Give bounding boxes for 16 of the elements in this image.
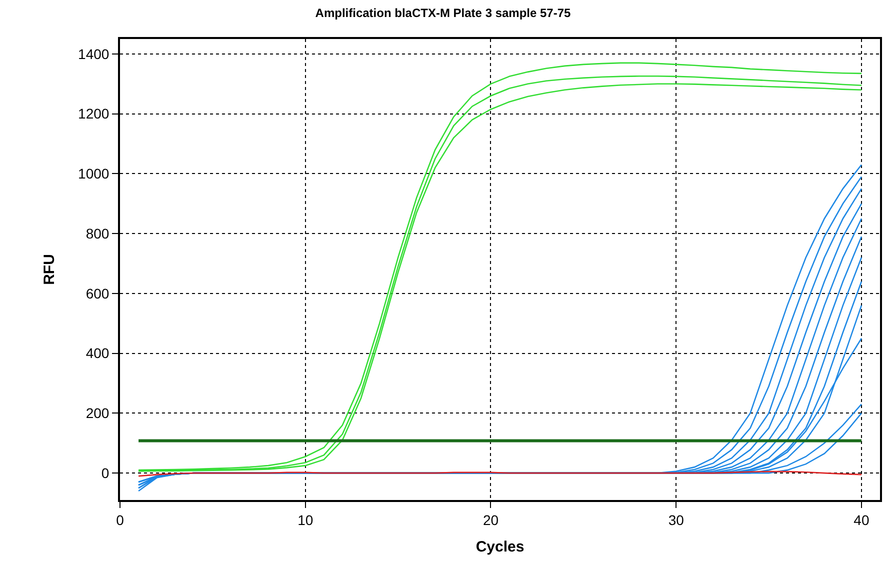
x-tick-label: 40 [854,512,870,528]
chart-title: Amplification blaCTX-M Plate 3 sample 57-75 [315,6,572,20]
x-tick-label: 20 [482,512,499,528]
y-tick-label: 200 [86,405,110,422]
x-tick-label: 30 [668,512,684,528]
y-axis-title: RFU [40,254,58,285]
y-tick-label: 1200 [78,106,110,122]
y-tick-label: 400 [86,345,110,362]
y-tick-label: 600 [86,285,110,302]
y-tick-label: 1400 [78,46,110,62]
x-axis-title: Cycles [476,538,524,556]
y-tick-label: 800 [86,225,110,242]
y-tick-label: 1000 [78,166,110,182]
x-tick-label: 10 [298,512,314,528]
y-tick-label: 0 [101,464,110,481]
x-tick-label: 0 [116,512,124,528]
